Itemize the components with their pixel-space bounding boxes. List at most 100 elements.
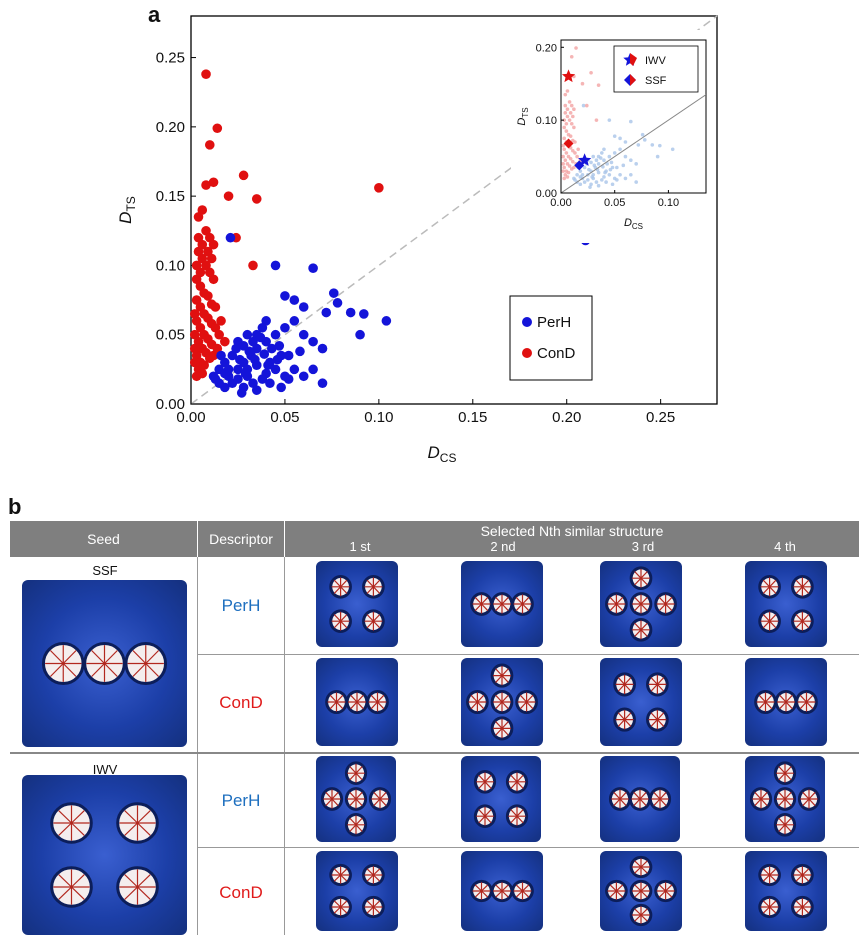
- cond-faint-point: [569, 121, 574, 126]
- row-divider: [10, 752, 859, 754]
- perh-point: [216, 350, 226, 361]
- perh-faint-point: [609, 160, 614, 165]
- perh-faint-point: [601, 164, 605, 169]
- perh-point: [317, 378, 328, 389]
- similar-structure: [745, 756, 825, 842]
- perh-faint-point: [598, 156, 603, 160]
- perh-point: [233, 374, 243, 384]
- perh-point: [308, 364, 318, 375]
- perh-faint-point: [592, 163, 597, 168]
- legend-label: ConD: [537, 345, 576, 362]
- cond-faint-point: [564, 151, 569, 155]
- similar-structure: [745, 561, 827, 647]
- header-descriptor: Descriptor: [198, 521, 284, 557]
- cond-point: [208, 274, 219, 285]
- x-tick-label: 0.15: [458, 409, 487, 426]
- perh-faint-point: [578, 169, 583, 173]
- perh-faint-point: [623, 140, 628, 144]
- perh-faint-point: [590, 175, 594, 179]
- perh-faint-point: [642, 138, 647, 142]
- perh-point: [332, 298, 343, 308]
- panel-a-letter: a: [148, 2, 161, 27]
- cond-point: [212, 123, 223, 134]
- inset-x-tick-label: 0.10: [658, 197, 679, 209]
- perh-faint-point: [612, 134, 617, 138]
- similar-structure: [316, 851, 398, 931]
- y-tick-label: 0.25: [156, 50, 185, 67]
- header-descriptor-label: Descriptor: [209, 531, 273, 547]
- perh-faint-point: [610, 182, 615, 187]
- column-divider: [284, 557, 285, 935]
- iwv-cond-marker: [561, 69, 576, 83]
- perh-faint-point: [588, 185, 592, 189]
- cond-faint-point: [568, 18, 572, 22]
- cond-faint-point: [564, 121, 569, 126]
- perh-faint-point: [600, 151, 604, 155]
- perh-point: [270, 364, 281, 375]
- perh-faint-point: [618, 172, 622, 177]
- cond-point: [223, 191, 234, 201]
- perh-faint-point: [586, 178, 590, 182]
- perh-point: [257, 322, 268, 333]
- rank-label: 2 nd: [490, 539, 516, 554]
- cond-faint-point: [563, 92, 568, 97]
- cond-faint-point: [572, 107, 576, 112]
- perh-faint-point: [604, 180, 608, 184]
- perh-faint-point: [607, 172, 612, 177]
- cond-faint-point: [576, 147, 580, 152]
- perh-point: [308, 263, 318, 274]
- diagonal-line: [190, 15, 718, 405]
- rank-label: 1 st: [349, 539, 371, 554]
- legend-diamond-icon: [630, 74, 636, 86]
- cond-point: [191, 371, 202, 382]
- inset-y-tick-label: 0.20: [536, 42, 557, 54]
- inset-x-tick-label: 0.05: [604, 197, 625, 209]
- perh-point: [317, 343, 328, 354]
- perh-point: [289, 364, 300, 375]
- perh-faint-point: [618, 136, 622, 141]
- perh-faint-point: [623, 154, 628, 159]
- similar-structure: [316, 658, 398, 746]
- cond-point: [204, 140, 215, 150]
- similar-structure: [461, 756, 541, 842]
- perh-faint-point: [596, 170, 601, 175]
- cond-faint-point: [567, 118, 572, 122]
- y-tick-label: 0.15: [156, 188, 185, 205]
- perh-point: [283, 374, 294, 384]
- header-selected: Selected Nth similar structure 1 st 2 nd…: [285, 521, 859, 557]
- perh-faint-point: [602, 147, 606, 152]
- perh-point: [231, 343, 241, 354]
- perh-point: [298, 329, 309, 340]
- rank-label: 3 rd: [631, 539, 655, 554]
- cond-faint-point: [561, 154, 565, 159]
- cond-faint-point: [562, 136, 567, 141]
- perh-faint-point: [589, 160, 593, 165]
- inset-y-tick-label: 0.10: [536, 115, 557, 127]
- column-divider: [197, 557, 198, 935]
- perh-point: [298, 302, 309, 312]
- perh-point: [298, 371, 309, 382]
- legend-star-icon: [630, 53, 637, 66]
- cond-faint-point: [565, 175, 570, 179]
- descriptor-perh: PerH: [221, 791, 261, 810]
- cond-faint-point: [569, 103, 574, 108]
- perh-faint-point: [587, 167, 591, 172]
- perh-faint-point: [636, 143, 641, 147]
- perh-faint-point: [594, 180, 599, 184]
- cond-point: [208, 239, 219, 250]
- perh-faint-point: [589, 182, 593, 187]
- perh-point: [244, 346, 255, 357]
- perh-faint-point: [623, 176, 628, 181]
- perh-faint-point: [603, 170, 607, 175]
- perh-point: [355, 329, 365, 340]
- cond-point: [210, 302, 221, 312]
- cond-faint-point: [572, 165, 576, 170]
- main-plot: 0.00 0.05 0.10 0.15 0.20 0.25 0.00 0.05 0.10 0.15…: [116, 15, 718, 465]
- cond-faint-point: [573, 140, 577, 144]
- header-seed: Seed: [10, 521, 197, 557]
- perh-faint-point: [615, 165, 619, 170]
- x-tick-label: 0.20: [552, 409, 581, 426]
- perh-faint-point: [607, 154, 612, 159]
- perh-point: [289, 316, 300, 326]
- cond-faint-point: [564, 129, 569, 133]
